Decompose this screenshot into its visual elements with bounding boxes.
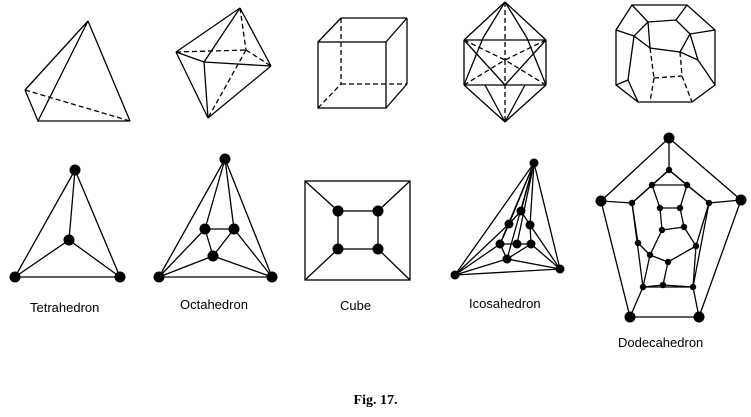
graph-vertex xyxy=(683,181,691,189)
icosahedron-3d-drawing xyxy=(463,1,547,123)
graph-vertex xyxy=(648,181,656,189)
octahedron-3d-drawing xyxy=(175,7,272,119)
graph-vertex xyxy=(646,251,654,259)
graph-vertex xyxy=(676,204,684,212)
graph-vertex xyxy=(680,223,688,231)
graph-vertex xyxy=(555,264,565,274)
tetrahedron-label: Tetrahedron xyxy=(30,300,100,315)
cube-label: Cube xyxy=(340,298,372,313)
dodecahedron-graph xyxy=(595,132,747,323)
graph-vertex xyxy=(595,195,607,207)
graph-vertex xyxy=(516,206,526,216)
graph-vertex xyxy=(207,250,219,262)
cube-graph xyxy=(304,180,411,281)
tetrahedron-3d-drawing xyxy=(24,20,131,123)
figure-caption: Fig. 17. xyxy=(353,393,398,408)
graph-vertex xyxy=(665,166,673,174)
graph-vertex xyxy=(219,153,231,165)
graph-vertex xyxy=(663,132,675,144)
graph-vertex xyxy=(495,239,505,249)
graph-vertex xyxy=(735,194,747,206)
graph-vertex xyxy=(372,243,384,255)
dodecahedron-label: Dodecahedron xyxy=(618,335,704,350)
tetrahedron-graph xyxy=(9,164,126,283)
graph-vertex xyxy=(692,242,700,250)
graph-vertex xyxy=(628,199,636,207)
graph-vertex xyxy=(658,226,666,234)
graph-vertex xyxy=(63,234,75,246)
graph-vertex xyxy=(332,205,344,217)
graph-vertex xyxy=(512,239,522,249)
dodecahedron-3d-drawing xyxy=(615,4,716,103)
octahedron-graph xyxy=(153,153,278,283)
icosahedron-graph xyxy=(450,158,565,280)
graph-vertex xyxy=(526,239,536,249)
graph-vertex xyxy=(114,271,126,283)
graph-vertex xyxy=(9,271,21,283)
graph-vertex xyxy=(693,311,705,323)
graph-vertex xyxy=(634,239,642,247)
graph-vertex xyxy=(659,281,667,289)
graph-vertex xyxy=(228,223,240,235)
graph-vertex xyxy=(266,271,278,283)
graph-vertex xyxy=(69,164,81,176)
graph-vertex xyxy=(502,254,512,264)
graph-vertex xyxy=(705,199,713,207)
graph-vertex xyxy=(153,271,165,283)
graph-vertex xyxy=(639,283,647,291)
graph-vertex xyxy=(656,204,664,212)
graph-vertex xyxy=(664,258,672,266)
graph-vertex xyxy=(624,311,636,323)
graph-vertex xyxy=(525,220,535,230)
octahedron-label: Octahedron xyxy=(180,297,248,312)
graph-vertex xyxy=(689,283,697,291)
graph-vertex xyxy=(504,219,514,229)
graph-vertex xyxy=(199,223,211,235)
graph-vertex xyxy=(372,205,384,217)
graph-vertex xyxy=(332,243,344,255)
cube-3d-drawing xyxy=(317,17,408,109)
icosahedron-label: Icosahedron xyxy=(469,296,541,311)
graph-vertex xyxy=(529,158,539,168)
graph-vertex xyxy=(450,270,460,280)
